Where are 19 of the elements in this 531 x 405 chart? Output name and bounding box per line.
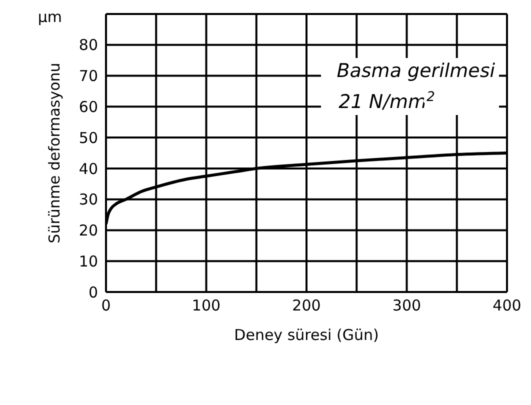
y-tick-label: 0	[88, 283, 98, 302]
x-tick-label: 300	[392, 296, 422, 315]
x-tick-label: 200	[292, 296, 321, 315]
x-axis-title: Deney süresi (Gün)	[234, 326, 379, 344]
annotation: Basma gerilmesi	[336, 60, 496, 82]
y-tick-label: 20	[78, 222, 98, 240]
y-tick-label: 10	[78, 252, 98, 270]
x-tick-label: 0	[101, 296, 111, 315]
y-tick-label: 70	[78, 67, 98, 86]
x-tick-label: 400	[492, 296, 522, 315]
y-tick-label: 60	[78, 98, 98, 116]
text: μm	[38, 8, 62, 26]
y-tick-label: 80	[78, 36, 98, 54]
y-tick-label: 40	[78, 160, 98, 178]
annotation: 21 N/mm$^{2}$	[338, 90, 435, 113]
y-tick-label: 50	[78, 128, 98, 147]
y-tick-label: 30	[78, 190, 98, 209]
y-axis-title: Sürünme deformasyonu	[45, 62, 64, 244]
x-tick-label: 100	[192, 296, 221, 315]
